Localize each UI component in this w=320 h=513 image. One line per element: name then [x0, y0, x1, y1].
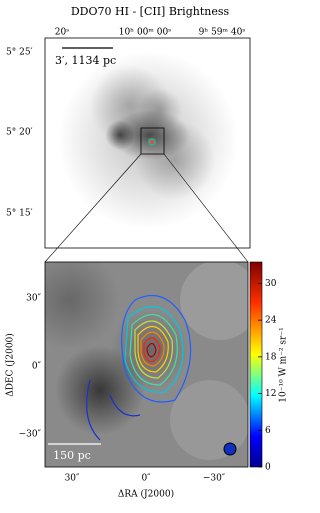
top-image — [44, 37, 251, 249]
colorbar-tick-label: 18 — [265, 352, 277, 362]
colorbar — [249, 261, 263, 468]
colorbar-tick-label: 6 — [265, 426, 271, 436]
y-tick-label: 5° 25′ — [6, 48, 33, 58]
title: DDO70 HI - [CII] Brightness — [71, 5, 230, 18]
colorbar-ticks: 0 6 12 18 24 30 — [258, 279, 277, 473]
colorbar-tick-label: 12 — [265, 389, 276, 399]
x-tick-label: 10ʰ 00ᵐ 00ˢ — [119, 28, 172, 38]
y-axis-label: ΔDEC (J2000) — [5, 333, 16, 397]
x-tick-label: 30″ — [65, 474, 80, 484]
frame — [44, 261, 249, 468]
bottom-image — [45, 262, 248, 467]
colorbar-tick-label: 30 — [265, 279, 277, 289]
y-tick-label: 5° 20′ — [6, 128, 33, 138]
scale-label: 3′, 1134 pc — [55, 54, 116, 67]
y-tick-label: 30″ — [26, 294, 41, 304]
x-tick-label: 0″ — [141, 474, 151, 484]
colorbar-tick-label: 0 — [265, 463, 271, 473]
y-tick-label: 0″ — [32, 362, 42, 372]
x-tick-label: 9ʰ 59ᵐ 40ˢ — [199, 28, 246, 38]
y-tick-label: −30″ — [19, 430, 42, 440]
scale-label: 150 pc — [53, 449, 91, 462]
x-axis-label: ΔRA (J2000) — [118, 489, 174, 500]
y-tick-label: 5° 15′ — [6, 209, 33, 219]
figure: DDO70 HI - [CII] Brightness 3′, 1134 pc … — [5, 5, 289, 500]
x-tick-label: −30″ — [203, 474, 226, 484]
colorbar-label: 10⁻¹⁰ W m⁻² sr⁻¹ — [279, 327, 289, 402]
colorbar-tick-label: 24 — [265, 316, 277, 326]
x-tick-label: 20ˢ — [55, 28, 69, 38]
